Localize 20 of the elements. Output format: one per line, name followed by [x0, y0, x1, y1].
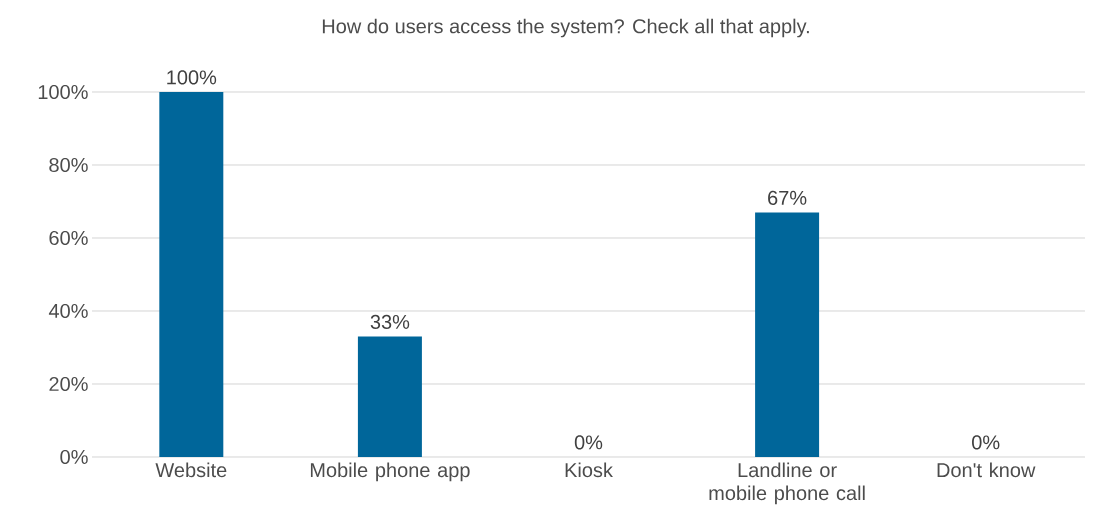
data-label: 0% [574, 435, 603, 450]
y-tick-label: 60% [49, 230, 88, 246]
x-tick-label: Landline or mobile phone call [709, 462, 865, 505]
chart-title: How do users access the system? Check all that apply. [322, 18, 809, 38]
x-tick-label: Website [155, 462, 227, 478]
y-tick-label: 80% [49, 157, 88, 173]
data-label: 0% [972, 435, 1000, 450]
y-tick-label: 40% [48, 303, 88, 319]
y-tick-label: 100% [38, 84, 88, 100]
bar [357, 336, 422, 457]
data-label: 67% [768, 190, 807, 205]
x-tick-label: Don't know [937, 462, 1036, 478]
data-label: 100% [167, 70, 217, 85]
data-label: 33% [370, 314, 410, 329]
y-tick-label: 0% [60, 449, 88, 465]
x-tick-label: Mobile phone app [310, 462, 470, 482]
bar [755, 212, 820, 457]
bar [159, 91, 224, 457]
y-tick-label: 20% [49, 376, 88, 392]
x-tick-label: Kiosk [565, 462, 613, 478]
